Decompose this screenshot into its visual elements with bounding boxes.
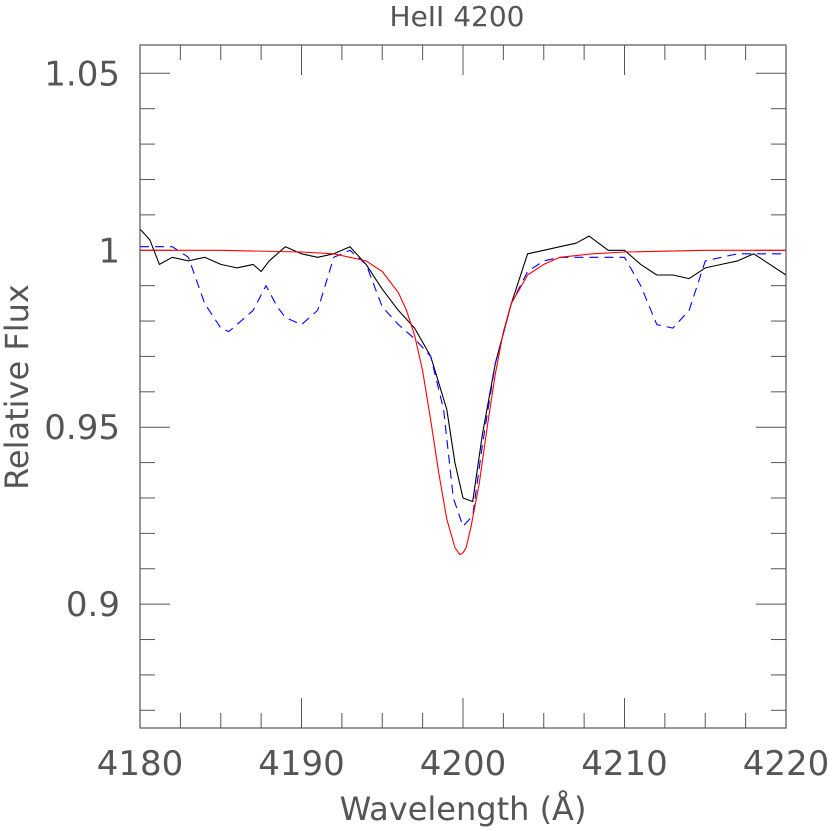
series-line-1 (139, 228, 787, 503)
tick-labels: 4180 4190 4200 4210 4220 0.9 0.95 1 1.05 (44, 54, 829, 784)
x-tick-label: 4210 (581, 744, 668, 784)
x-tick-label: 4220 (743, 744, 830, 784)
y-axis-label: Relative Flux (0, 284, 36, 490)
tick-marks (139, 45, 787, 728)
x-tick-label: 4180 (97, 744, 184, 784)
y-tick-label: 1 (98, 231, 120, 271)
x-tick-label: 4200 (420, 744, 507, 784)
plot-frame (139, 44, 787, 729)
x-axis-label: Wavelength (Å) (340, 790, 587, 828)
y-tick-label: 0.9 (66, 585, 120, 625)
series-layer (139, 228, 787, 556)
y-tick-label: 1.05 (44, 54, 120, 94)
series-line-2 (140, 246, 786, 527)
x-tick-label: 4190 (258, 744, 345, 784)
series-line-3 (140, 249, 786, 556)
chart-title: HeII 4200 (390, 0, 525, 33)
y-tick-label: 0.95 (44, 408, 120, 448)
